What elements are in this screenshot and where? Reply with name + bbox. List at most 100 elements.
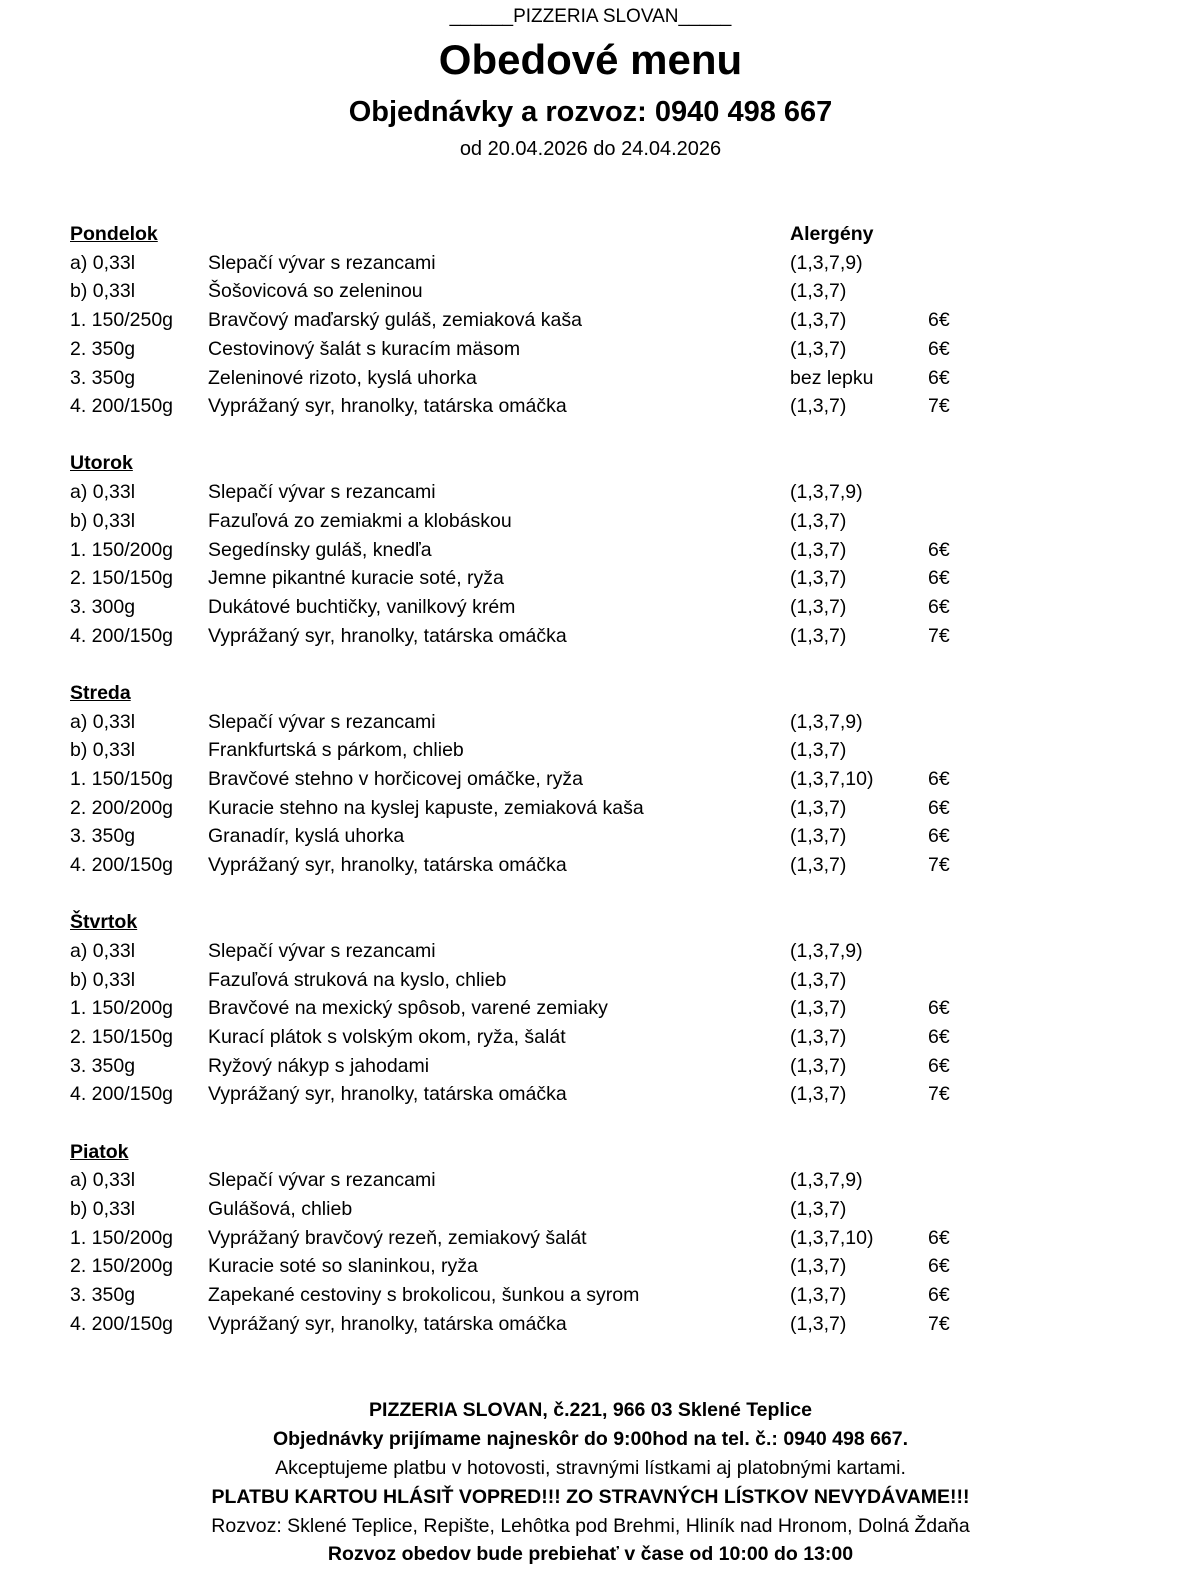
item-size: a) 0,33l xyxy=(70,939,136,962)
item-price: 7€ xyxy=(928,624,950,647)
item-size: 3. 350g xyxy=(70,1284,136,1307)
item-size: 2. 150/150g xyxy=(70,567,174,590)
item-name: Gulášová, chlieb xyxy=(208,1198,353,1220)
item-size: 3. 350g xyxy=(70,366,136,389)
item-name: Vyprážaný syr, hranolky, tatárska omáčka xyxy=(208,395,567,418)
item-allergens: (1,3,7,9) xyxy=(790,710,863,733)
item-size: 3. 350g xyxy=(70,1054,136,1077)
menu-item: 1. 150/200g Bravčové na mexický spôsob, v… xyxy=(0,997,1181,1026)
item-allergens: bez lepku xyxy=(790,366,874,389)
item-size: 1. 150/150g xyxy=(70,767,174,790)
item-name: Slepačí vývar s rezancami xyxy=(208,710,436,733)
item-name: Slepačí vývar s rezancami xyxy=(208,251,436,274)
menu-item: 2. 200/200g Kuracie stehno na kyslej kapu… xyxy=(0,797,1181,826)
item-name: Slepačí vývar s rezancami xyxy=(208,1169,436,1192)
item-allergens: (1,3,7) xyxy=(790,997,847,1020)
day-heading: Utorok xyxy=(70,452,133,475)
item-size: b) 0,33l xyxy=(70,1198,136,1220)
item-allergens: (1,3,7) xyxy=(790,1054,847,1077)
item-price: 6€ xyxy=(928,997,950,1020)
menu-item: b) 0,33l Fazuľová struková na kyslo, chli… xyxy=(0,969,1181,998)
menu-item: 3. 350g Zeleninové rizoto, kyslá uhorka be… xyxy=(0,367,1181,396)
item-size: b) 0,33l xyxy=(70,739,136,762)
item-price: 6€ xyxy=(928,796,950,819)
menu-item: 2. 350g Cestovinový šalát s kuracím mäsom… xyxy=(0,338,1181,367)
item-name: Ryžový nákyp s jahodami xyxy=(208,1054,430,1077)
item-allergens: (1,3,7) xyxy=(790,395,847,418)
menu-item: b) 0,33l Gulášová, chlieb (1,3,7) xyxy=(0,1198,1181,1227)
menu-item: 2. 150/200g Kuracie soté so slaninkou, ry… xyxy=(0,1255,1181,1284)
footer-delivery-time: Rozvoz obedov bude prebiehať v čase od 1… xyxy=(327,1543,854,1565)
item-size: b) 0,33l xyxy=(70,509,136,532)
day-heading: Streda xyxy=(70,681,131,704)
item-size: 4. 200/150g xyxy=(70,395,174,418)
menu-item: 1. 150/150g Bravčové stehno v horčicovej … xyxy=(0,768,1181,797)
item-price: 6€ xyxy=(928,309,950,332)
item-size: 2. 200/200g xyxy=(70,796,174,819)
menu-item: 2. 150/150g Kurací plátok s volským okom,… xyxy=(0,1026,1181,1055)
item-price: 6€ xyxy=(928,538,950,561)
footer-orders: Objednávky prijímame najneskôr do 9:00ho… xyxy=(272,1428,909,1450)
item-allergens: (1,3,7) xyxy=(790,538,847,561)
item-name: Slepačí vývar s rezancami xyxy=(208,939,436,962)
item-name: Slepačí vývar s rezancami xyxy=(208,481,436,504)
item-name: Vyprážaný bravčový rezeň, zemiakový šalá… xyxy=(208,1226,587,1249)
item-name: Kurací plátok s volským okom, ryža, šalá… xyxy=(208,1026,566,1048)
item-price: 6€ xyxy=(928,337,950,360)
menu-item: 4. 200/150g Vyprážaný syr, hranolky, tatá… xyxy=(0,1083,1181,1112)
item-allergens: (1,3,7) xyxy=(790,1198,847,1220)
item-name: Šošovicová so zeleninou xyxy=(208,280,423,303)
item-allergens: (1,3,7,9) xyxy=(790,1169,863,1192)
item-name: Fazuľová struková na kyslo, chlieb xyxy=(208,968,507,991)
item-allergens: (1,3,7) xyxy=(790,796,847,819)
menu-item: 4. 200/150g Vyprážaný syr, hranolky, tatá… xyxy=(0,625,1181,654)
item-name: Dukátové buchtičky, vanilkový krém xyxy=(208,595,516,618)
menu-item: a) 0,33l Slepačí vývar s rezancami (1,3,7,… xyxy=(0,481,1181,510)
item-price: 6€ xyxy=(928,1255,950,1278)
day-heading: Pondelok xyxy=(70,223,158,245)
menu-item: b) 0,33l Fazuľová zo zemiakmi a klobáskou… xyxy=(0,510,1181,539)
footer-warning: PLATBU KARTOU HLÁSIŤ VOPRED!!! ZO STRAVN… xyxy=(211,1486,970,1508)
item-name: Bravčové stehno v horčicovej omáčke, ryž… xyxy=(208,767,583,790)
item-size: b) 0,33l xyxy=(70,968,136,991)
item-allergens: (1,3,7) xyxy=(790,1083,847,1106)
item-name: Bravčový maďarský guláš, zemiaková kaša xyxy=(208,309,582,332)
day-heading: Štvrtok xyxy=(70,911,138,934)
item-allergens: (1,3,7) xyxy=(790,567,847,590)
item-price: 6€ xyxy=(928,366,950,389)
item-allergens: (1,3,7,9) xyxy=(790,251,863,274)
day-heading: Piatok xyxy=(70,1140,129,1163)
menu-item: 1. 150/200g Vyprážaný bravčový rezeň, zem… xyxy=(0,1227,1181,1256)
item-name: Kuracie stehno na kyslej kapuste, zemiak… xyxy=(208,796,644,819)
item-allergens: (1,3,7) xyxy=(790,509,847,532)
menu-item: b) 0,33l Šošovicová so zeleninou (1,3,7) xyxy=(0,280,1181,309)
item-size: 2. 350g xyxy=(70,337,136,360)
item-allergens: (1,3,7) xyxy=(790,1255,847,1278)
footer-delivery-area: Rozvoz: Sklené Teplice, Repište, Lehôtka… xyxy=(211,1515,970,1537)
item-size: a) 0,33l xyxy=(70,1169,136,1192)
footer-address: PIZZERIA SLOVAN, č.221, 966 03 Sklené Te… xyxy=(369,1399,812,1421)
item-size: b) 0,33l xyxy=(70,280,136,303)
item-name: Jemne pikantné kuracie soté, ryža xyxy=(208,567,504,590)
menu-item: 3. 300g Dukátové buchtičky, vanilkový kré… xyxy=(0,596,1181,625)
menu-item: a) 0,33l Slepačí vývar s rezancami (1,3,7,… xyxy=(0,940,1181,969)
item-price: 6€ xyxy=(928,1054,950,1077)
item-size: a) 0,33l xyxy=(70,481,136,504)
item-allergens: (1,3,7) xyxy=(790,309,847,332)
page-title: Obedové menu xyxy=(438,36,743,83)
item-size: 4. 200/150g xyxy=(70,1083,174,1106)
item-allergens: (1,3,7) xyxy=(790,1284,847,1307)
restaurant-name-header: ______PIZZERIA SLOVAN_____ xyxy=(449,6,732,27)
item-price: 6€ xyxy=(928,767,950,790)
menu-item: 3. 350g Ryžový nákyp s jahodami (1,3,7) 6€ xyxy=(0,1055,1181,1084)
item-size: a) 0,33l xyxy=(70,710,136,733)
item-size: 3. 350g xyxy=(70,825,136,848)
item-name: Zapekané cestoviny s brokolicou, šunkou … xyxy=(208,1284,640,1307)
item-price: 7€ xyxy=(928,395,950,418)
item-size: 4. 200/150g xyxy=(70,1312,174,1335)
item-name: Cestovinový šalát s kuracím mäsom xyxy=(208,337,521,360)
item-size: 3. 300g xyxy=(70,595,136,618)
menu-item: 1. 150/200g Segedínsky guláš, knedľa (1,3,… xyxy=(0,539,1181,568)
item-allergens: (1,3,7,9) xyxy=(790,481,863,504)
allergens-column-header: Alergény xyxy=(790,223,874,245)
